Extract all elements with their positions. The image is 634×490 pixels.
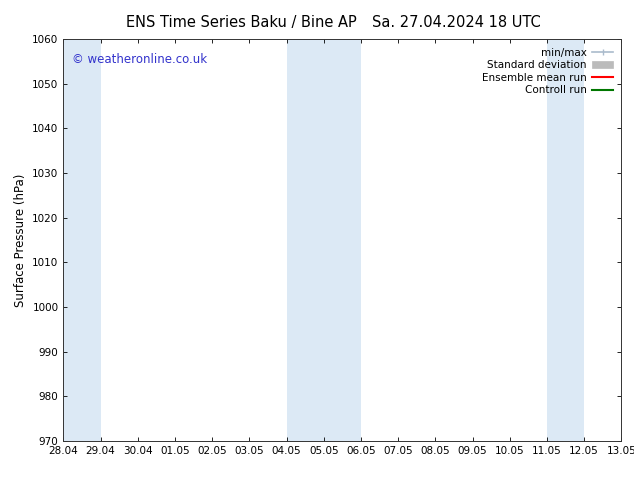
Text: Sa. 27.04.2024 18 UTC: Sa. 27.04.2024 18 UTC: [372, 15, 541, 30]
Bar: [63, 39, 101, 441]
Bar: [547, 39, 584, 441]
Text: © weatheronline.co.uk: © weatheronline.co.uk: [72, 53, 207, 66]
Legend: min/max, Standard deviation, Ensemble mean run, Controll run: min/max, Standard deviation, Ensemble me…: [479, 45, 616, 98]
Y-axis label: Surface Pressure (hPa): Surface Pressure (hPa): [14, 173, 27, 307]
Bar: [287, 39, 361, 441]
Text: ENS Time Series Baku / Bine AP: ENS Time Series Baku / Bine AP: [126, 15, 356, 30]
